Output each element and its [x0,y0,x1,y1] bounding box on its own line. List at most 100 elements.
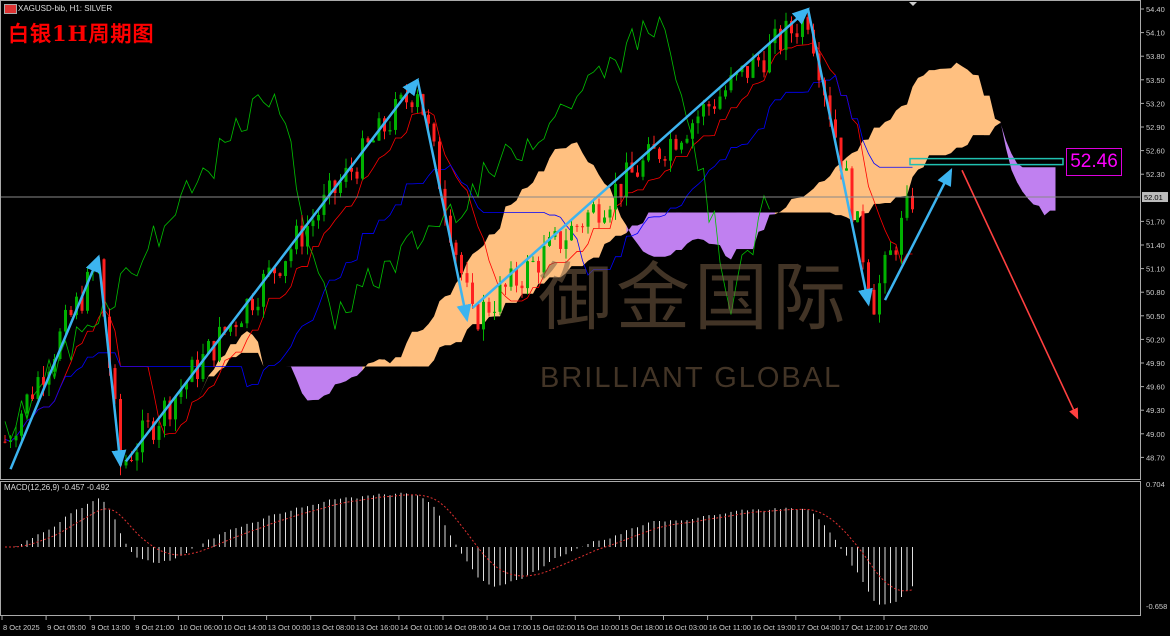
candle-body [75,296,78,316]
candle-body [311,220,315,227]
candle-body [669,138,672,161]
cloud-segment [725,212,731,260]
candle-body [322,194,326,215]
candle-body [674,138,678,150]
cloud-segment [885,119,891,204]
kijun-line [4,74,913,442]
y-tick-label: 49.00 [1146,430,1165,439]
y-tick-label: 51.70 [1146,217,1165,226]
cloud-segment [340,366,346,384]
candle-body [542,245,546,273]
cloud-segment [445,294,451,346]
candle-body [366,138,370,143]
cloud-segment [962,66,968,148]
cloud-segment [802,193,808,213]
cloud-segment [720,212,726,256]
trend-arrow [97,256,127,468]
chikou-line [4,15,770,442]
cloud-segment [923,70,929,168]
candle-body [581,226,584,228]
x-tick-label: 17 Oct 20:00 [885,623,928,632]
cloud-segment [357,366,363,376]
cloud-segment [786,198,792,213]
candle-body [471,282,474,304]
x-tick-label: 15 Oct 02:00 [532,623,575,632]
cloud-segment [698,212,704,240]
cloud-segment [791,198,797,213]
cloud-segment [747,212,753,250]
cloud-segment [907,86,913,196]
cloud-segment [324,366,330,396]
shift-marker-icon [909,2,917,6]
cloud-segment [450,283,456,346]
candle-body [256,306,260,311]
candle-body [284,261,287,276]
candle-body [531,260,535,262]
cloud-segment [483,234,489,325]
candle-body [201,354,205,379]
x-tick-label: 15 Oct 18:00 [620,623,663,632]
candle-body [449,215,452,243]
cloud-segment [599,175,605,258]
y-tick-label: 53.80 [1146,52,1165,61]
x-tick-label: 10 Oct 06:00 [179,623,222,632]
candle-body [394,99,397,130]
candle-body [328,180,331,195]
candle-body [388,129,392,132]
cloud-segment [313,366,319,400]
candle-body [262,273,265,307]
candle-body [36,377,40,399]
candle-body [487,301,491,313]
macd-signal-line [4,494,913,592]
candle-body [108,316,111,369]
candle-body [894,250,898,255]
candle-body [867,262,870,290]
candle-body [636,172,639,177]
candle-body [559,231,562,249]
candle-body [509,268,513,287]
cloud-segment [247,331,253,353]
x-tick-label: 17 Oct 12:00 [841,623,884,632]
y-tick-label: 48.70 [1146,453,1165,462]
cloud-segment [439,296,445,348]
cloud-segment [1028,167,1034,205]
candle-body [317,214,320,221]
cloud-segment [676,212,682,250]
candle-body [911,195,914,210]
candle-body [185,381,188,390]
candle-body [300,225,304,247]
cloud-segment [775,211,781,215]
cloud-segment [368,362,374,367]
y-tick-label: 53.20 [1146,99,1165,108]
macd-pane [4,492,913,605]
cloud-segment [214,358,220,377]
candle-body [482,301,485,330]
cloud-segment [1039,167,1045,216]
watermark-logo-cn: 御金国际 [538,255,850,341]
cloud-segment [390,357,396,367]
candle-body [696,116,700,124]
cloud-segment [291,366,297,380]
candle-body [355,171,359,179]
x-tick-label: 13 Oct 08:00 [312,623,355,632]
candle-body [350,167,353,172]
cloud-segment [318,366,324,400]
cloud-segment [302,366,308,401]
cloud-segment [945,68,951,156]
candle-body [608,209,612,218]
cloud-segment [1033,167,1039,206]
candle-body [548,236,551,246]
cloud-segment [1017,163,1023,192]
candle-body [515,268,518,286]
candle-body [856,211,859,223]
candle-body [42,377,45,385]
candle-body [779,28,782,50]
forecast-arrow [961,169,1079,420]
candle-body [630,162,634,173]
candle-body [130,459,133,461]
cloud-segment [1011,153,1017,183]
candle-body [240,323,243,328]
cloud-segment [681,212,687,250]
candle-body [410,102,414,108]
